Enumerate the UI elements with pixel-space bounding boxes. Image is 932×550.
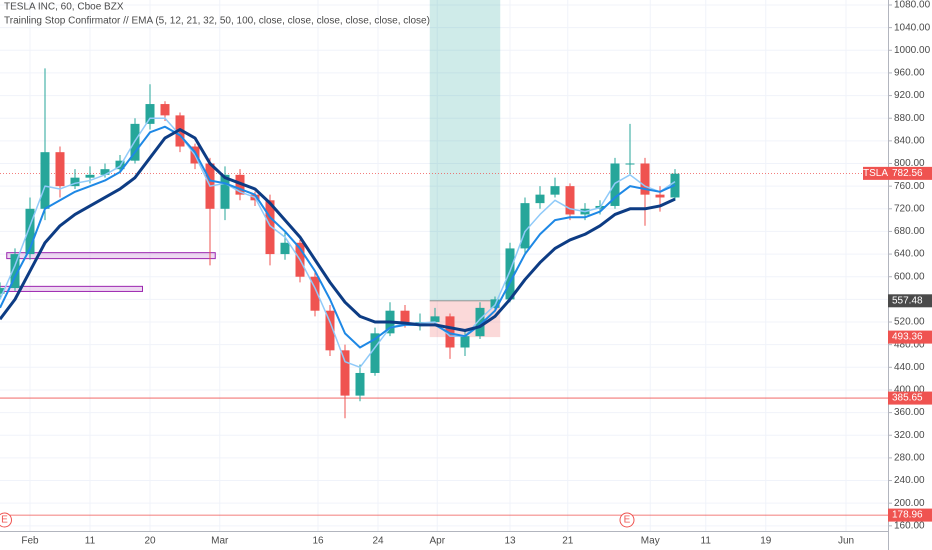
x-tick-label: 21 [562, 536, 574, 547]
candle-body [655, 194, 665, 198]
y-tick-label: 400.00 [894, 385, 925, 396]
candle-body [265, 200, 275, 255]
candle-body [310, 276, 320, 311]
price-tag-label: 782.56 [892, 168, 923, 179]
candle-body [505, 248, 515, 300]
candle-body [25, 208, 35, 255]
price-tag [888, 391, 932, 405]
candle-body [400, 310, 410, 323]
candle-body [640, 163, 650, 195]
y-tick-label: 880.00 [894, 113, 925, 124]
candle-body [445, 316, 455, 348]
y-tick-label: 520.00 [894, 317, 925, 328]
chart-title: TESLA INC, 60, Cboe BZX [4, 2, 124, 13]
candle-body [550, 186, 560, 195]
y-tick-label: 440.00 [894, 362, 925, 373]
indicator-label: Trainling Stop Confirmator // EMA (5, 12… [4, 16, 430, 27]
candle-body [370, 333, 380, 373]
y-tick-label: 920.00 [894, 90, 925, 101]
candle-body [160, 104, 170, 116]
y-tick-label: 800.00 [894, 158, 925, 169]
candle-body [535, 194, 545, 204]
symbol-tag-label: TSLA [863, 168, 888, 179]
y-tick-label: 1000.00 [894, 45, 931, 56]
symbol-tag [863, 166, 888, 180]
candle-body [565, 186, 575, 215]
candle-body [430, 316, 440, 323]
candle-body [145, 104, 155, 124]
y-tick-label: 360.00 [894, 407, 925, 418]
candle-body [475, 307, 485, 337]
zone-box [0, 285, 143, 292]
ema-line [0, 117, 676, 369]
x-tick-label: 11 [85, 536, 96, 547]
x-tick-label: 16 [312, 536, 324, 547]
y-tick-label: 960.00 [894, 68, 925, 79]
candle-body [460, 336, 470, 348]
y-tick-label: 720.00 [894, 203, 925, 214]
x-tick-label: 13 [504, 536, 516, 547]
x-tick-label: May [641, 536, 660, 547]
x-tick-label: Jun [838, 536, 854, 547]
y-tick-label: 680.00 [894, 226, 925, 237]
y-tick-label: 160.00 [894, 520, 925, 531]
y-tick-label: 480.00 [894, 339, 925, 350]
y-tick-label: 280.00 [894, 453, 925, 464]
price-tag [888, 508, 932, 522]
candle-body [10, 254, 20, 289]
y-tick-label: 240.00 [894, 475, 925, 486]
x-tick-label: Feb [21, 536, 39, 547]
position-target [429, 0, 501, 301]
candle-body [340, 350, 350, 396]
candle-body [520, 203, 530, 249]
candle-body [220, 174, 230, 209]
price-tag-label: 178.96 [892, 510, 923, 521]
x-tick-label: 20 [144, 536, 156, 547]
earnings-marker [0, 512, 12, 528]
x-tick-label: Apr [429, 536, 445, 547]
x-tick-label: 19 [760, 536, 772, 547]
ema-line [0, 128, 676, 333]
candle-body [625, 163, 635, 165]
y-tick-label: 840.00 [894, 135, 925, 146]
candle-body [40, 152, 50, 209]
candle-body [0, 288, 5, 294]
zone-box [6, 252, 216, 260]
x-tick-label: Mar [211, 536, 229, 547]
price-tag [888, 294, 932, 308]
price-tag [888, 330, 932, 344]
price-tag-label: 385.65 [892, 393, 923, 404]
earnings-marker [619, 512, 635, 528]
y-tick-label: 1080.00 [894, 0, 931, 11]
y-tick-label: 640.00 [894, 249, 925, 260]
x-tick-label: 11 [701, 536, 712, 547]
earnings-label: E [1, 515, 8, 526]
y-tick-label: 600.00 [894, 271, 925, 282]
candle-body [70, 177, 80, 187]
ema-line [0, 125, 676, 349]
candle-body [280, 242, 290, 255]
price-tag-label: 557.48 [892, 295, 923, 306]
candle-body [100, 169, 110, 175]
y-tick-label: 320.00 [894, 430, 925, 441]
candle-body [55, 152, 65, 187]
x-tick-label: 24 [372, 536, 384, 547]
candle-body [85, 174, 95, 178]
candle-body [355, 372, 365, 396]
y-tick-label: 1040.00 [894, 22, 931, 33]
y-tick-label: 200.00 [894, 498, 925, 509]
y-tick-label: 760.00 [894, 181, 925, 192]
price-tag [888, 166, 932, 180]
price-tag-label: 493.36 [892, 332, 923, 343]
earnings-label: E [624, 515, 631, 526]
candle-body [325, 310, 335, 351]
